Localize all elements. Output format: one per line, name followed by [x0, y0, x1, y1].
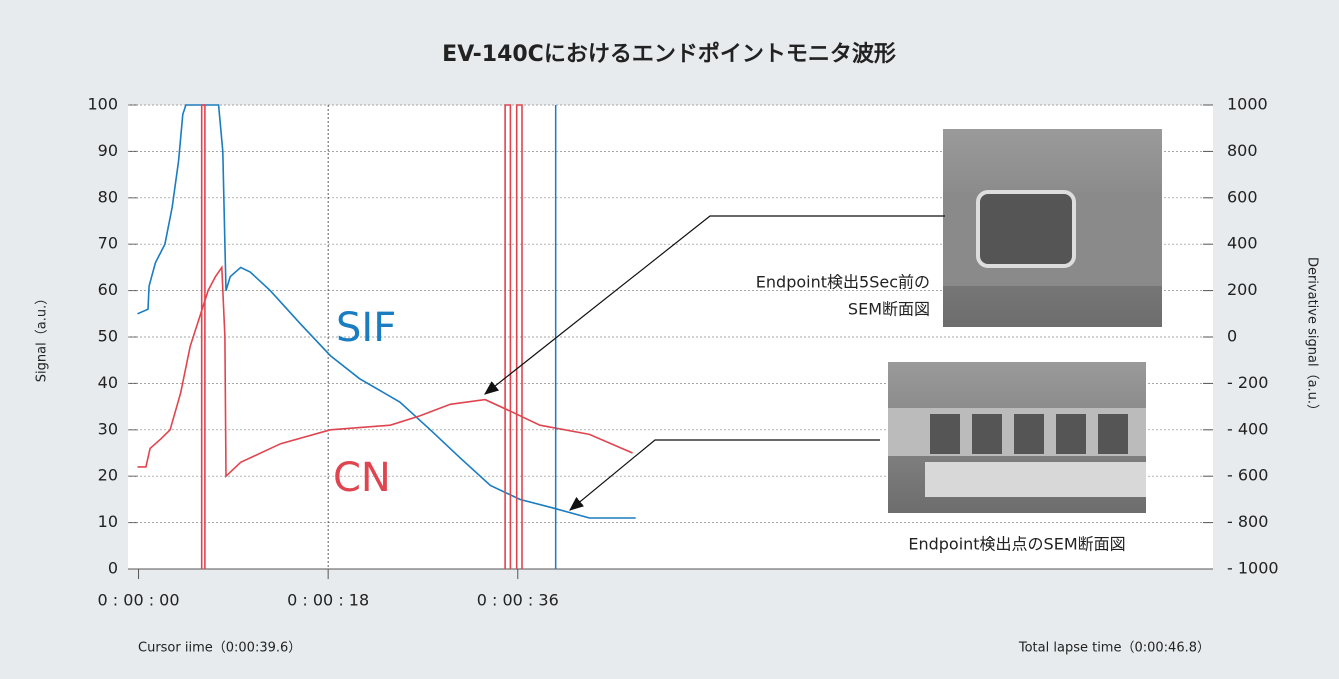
arrow [569, 439, 880, 511]
y2-tick-label: - 400 [1227, 419, 1268, 438]
y2-tick-label: - 1000 [1227, 559, 1279, 578]
sem-trench [1014, 414, 1044, 454]
y-tick-label: 40 [98, 373, 118, 392]
x-tick-label: 0 : 00 : 36 [477, 591, 559, 610]
total-label: Total lapse time（0:00:46.8） [1018, 641, 1210, 656]
annotation: Endpoint検出5Sec前の [756, 273, 930, 292]
y2-tick-label: - 600 [1227, 466, 1268, 485]
sem-debris [925, 462, 1146, 497]
y-tick-label: 0 [108, 559, 118, 578]
sem-trench [930, 414, 960, 454]
sem-images [888, 129, 1162, 513]
series-line [137, 264, 633, 479]
sem-trench [1056, 414, 1086, 454]
y2-tick-label: 200 [1227, 280, 1258, 299]
y2-tick-label: - 200 [1227, 373, 1268, 392]
y-tick-label: 90 [98, 141, 118, 160]
y-tick-label: 50 [98, 327, 118, 346]
series-label: CN [333, 455, 391, 501]
annotation: Endpoint検出点のSEM断面図 [908, 535, 1125, 554]
y2-tick-label: - 800 [1227, 512, 1268, 531]
y2-tick-label: 600 [1227, 187, 1258, 206]
y2-tick-label: 800 [1227, 141, 1258, 160]
cursor-label: Cursor iime（0:00:39.6） [138, 641, 301, 656]
x-tick-label: 0 : 00 : 18 [287, 591, 369, 610]
y2-tick-label: 400 [1227, 234, 1258, 253]
sem-trench [1098, 414, 1128, 454]
y-tick-label: 80 [98, 187, 118, 206]
y2-tick-label: 1000 [1227, 95, 1268, 114]
y-tick-label: 60 [98, 280, 118, 299]
y-axis-label: Signal（a.u.） [35, 292, 50, 382]
series-line [200, 104, 523, 569]
annotation: SEM断面図 [848, 300, 930, 319]
arrow [484, 215, 945, 395]
chart-title: EV-140Cにおけるエンドポイントモニタ波形 [442, 41, 896, 67]
y2-axis-label: Derivative signal（a.u.） [1305, 257, 1320, 417]
y-tick-label: 70 [98, 234, 118, 253]
y-tick-label: 20 [98, 466, 118, 485]
y-tick-label: 100 [87, 95, 118, 114]
series-line [137, 104, 636, 519]
y2-tick-label: 0 [1227, 327, 1237, 346]
sem-trench [972, 414, 1002, 454]
y-tick-label: 30 [98, 419, 118, 438]
x-tick-label: 0 : 00 : 00 [98, 591, 180, 610]
series-label: SIF [336, 305, 396, 351]
y-tick-label: 10 [98, 512, 118, 531]
sem-trench [976, 190, 1076, 268]
